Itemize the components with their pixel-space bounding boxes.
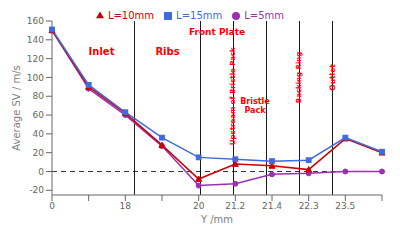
svg-text:140: 140 <box>27 35 44 45</box>
svg-text:Ribs: Ribs <box>155 46 179 57</box>
svg-text:0: 0 <box>49 201 55 211</box>
svg-text:21.2: 21.2 <box>225 201 245 211</box>
html-text:L=5mm: L=5mm <box>244 10 285 21</box>
html-text:L=15mm: L=15mm <box>176 10 223 21</box>
svg-text:Average SV / m/s: Average SV / m/s <box>11 65 22 150</box>
svg-text:120: 120 <box>27 54 44 64</box>
svg-text:23.5: 23.5 <box>335 201 355 211</box>
svg-text:Front Plate: Front Plate <box>189 27 245 37</box>
svg-text:22.3: 22.3 <box>299 201 319 211</box>
svg-text:Y /mm: Y /mm <box>200 214 233 225</box>
svg-text:Backing Ring: Backing Ring <box>296 52 304 103</box>
svg-text:21.4: 21.4 <box>262 201 282 211</box>
svg-text:20: 20 <box>33 148 45 158</box>
svg-text:0: 0 <box>38 167 44 177</box>
svg-text:Outlet: Outlet <box>328 64 337 91</box>
svg-text:BristlePack: BristlePack <box>240 97 270 115</box>
svg-text:160: 160 <box>27 16 44 26</box>
svg-text:80: 80 <box>33 91 45 101</box>
svg-text:20: 20 <box>193 201 205 211</box>
svg-text:60: 60 <box>33 110 45 120</box>
svg-text:Upstream of Bristle Pack: Upstream of Bristle Pack <box>230 47 238 145</box>
svg-text:40: 40 <box>33 129 45 139</box>
svg-text:-20: -20 <box>29 185 44 195</box>
svg-text:Inlet: Inlet <box>89 46 115 57</box>
svg-text:100: 100 <box>27 73 44 83</box>
html-text:L=10mm: L=10mm <box>107 10 155 21</box>
svg-text:18: 18 <box>120 201 132 211</box>
